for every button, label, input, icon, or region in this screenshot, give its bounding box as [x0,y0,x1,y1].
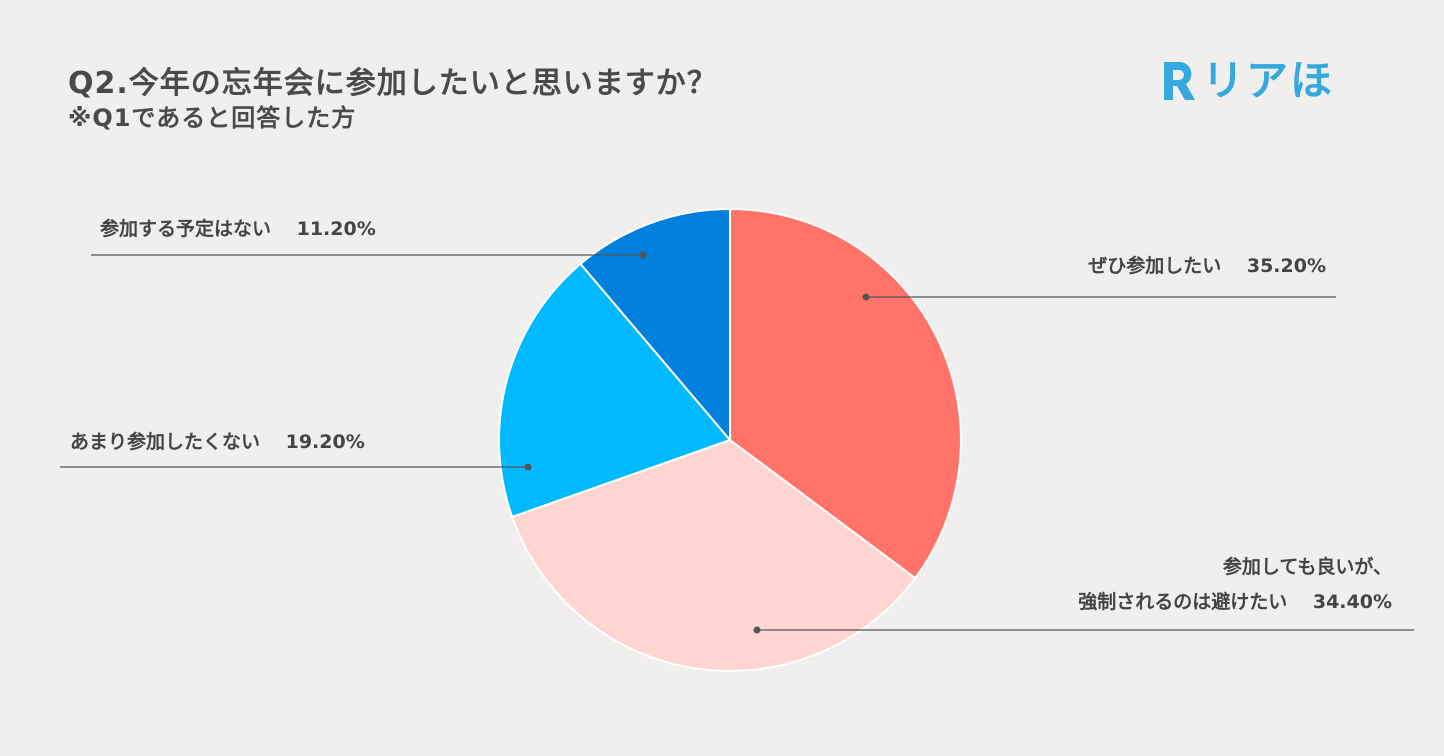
slice-labels: ぜひ参加したい 35.20% 参加しても良いが、強制されるのは避けたい 34.40… [70,217,1392,613]
brand-logo-mark [1164,62,1195,100]
slice-label-line: 参加しても良いが、 [1223,555,1392,578]
pie-slices [498,207,962,672]
leader-dot [753,626,761,634]
chart-title: Q2.今年の忘年会に参加したいと思いますか？ [68,66,718,101]
slice-label: あまり参加したくない 19.20% [70,430,365,453]
leader-lines [60,251,1414,634]
slice-label: 強制されるのは避けたい 34.40% [1078,590,1392,613]
brand-logo-text: リアほ [1202,56,1335,105]
leader-dot [524,463,532,471]
brand-logo: リアほ [1158,56,1334,106]
pie-slice [579,207,731,443]
pie-slice [729,207,962,580]
leader-dot [862,293,870,301]
pie-slice [498,262,732,519]
leader-dot [639,251,647,259]
slice-label: ぜひ参加したい 35.20% [1088,254,1326,277]
chart-subtitle: ※Q1であると回答した方 [68,104,357,132]
pie-slice [510,438,917,672]
slice-label: 参加する予定はない 11.20% [100,217,376,240]
